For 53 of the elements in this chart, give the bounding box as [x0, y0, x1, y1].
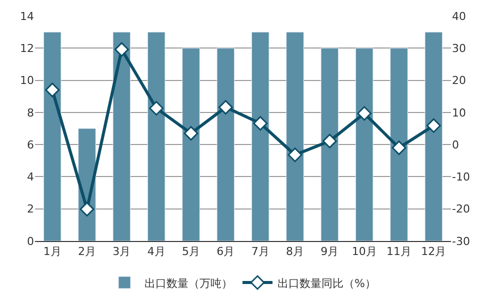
- y2-tick-label: -20: [452, 202, 470, 216]
- y-tick-label: 8: [27, 106, 34, 120]
- y-tick-label: 6: [27, 138, 34, 152]
- y-tick-label: 10: [20, 74, 34, 88]
- point: [322, 134, 337, 148]
- point: [426, 118, 441, 133]
- x-tick-label: 4月: [147, 245, 166, 258]
- x-tick-label: 12月: [421, 245, 446, 258]
- x-tick-label: 2月: [78, 245, 96, 258]
- point: [149, 101, 164, 116]
- x-tick-label: 8月: [286, 245, 304, 258]
- point: [253, 116, 268, 131]
- x-tick-label: 10月: [352, 245, 377, 258]
- x-tick-label: 9月: [320, 245, 339, 258]
- bar: [355, 48, 374, 241]
- point: [80, 202, 94, 216]
- y-tick-label: 4: [27, 170, 34, 184]
- x-tick-label: 5月: [182, 245, 200, 258]
- x-tick-label: 11月: [386, 245, 412, 258]
- y-tick-label: 2: [27, 202, 34, 216]
- y2-tick-label: 30: [452, 42, 466, 55]
- y2-tick-label: 10: [452, 106, 466, 120]
- point: [184, 126, 198, 141]
- point: [392, 140, 406, 156]
- bar: [251, 32, 270, 241]
- point: [45, 82, 60, 98]
- legend-label: 出口数量（万吨）: [144, 276, 232, 290]
- y2-tick-label: -10: [452, 170, 470, 184]
- bar: [43, 32, 62, 241]
- y-tick-label: 12: [20, 42, 34, 55]
- x-tick-label: 1月: [43, 245, 62, 258]
- y2-tick-label: 0: [452, 138, 459, 152]
- y2-tick-label: -30: [452, 234, 470, 248]
- y2-tick-label: 40: [452, 10, 466, 23]
- point: [218, 100, 233, 115]
- y-tick-label: 0: [27, 234, 34, 248]
- bar: [112, 32, 131, 241]
- legend-label: 出口数量同比（%）: [278, 276, 376, 290]
- x-tick-label: 7月: [251, 245, 270, 258]
- y-tick-label: 14: [20, 10, 34, 23]
- bar: [320, 48, 339, 241]
- bar: [216, 48, 235, 241]
- y2-tick-label: 20: [452, 74, 466, 88]
- bar: [182, 48, 200, 241]
- x-tick-label: 3月: [112, 245, 131, 258]
- point: [114, 42, 129, 57]
- x-tick-label: 6月: [216, 245, 235, 258]
- bar: [390, 48, 408, 241]
- bar: [286, 32, 304, 241]
- bar: [424, 32, 443, 241]
- point: [288, 148, 302, 162]
- point: [357, 106, 372, 121]
- bar: [147, 32, 166, 241]
